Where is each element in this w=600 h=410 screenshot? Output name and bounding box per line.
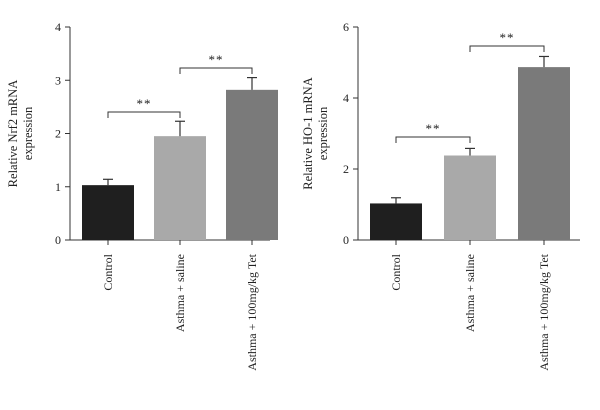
- y-axis-title: Relative HO-1 mRNA: [301, 77, 315, 189]
- significance-bracket: [469, 45, 545, 52]
- y-tick-label: 4: [343, 91, 349, 105]
- significance-label: **: [426, 121, 441, 136]
- bar: [444, 155, 496, 240]
- bar: [370, 203, 422, 240]
- x-tick-label: Asthma + 100mg/kg Tet: [537, 253, 551, 370]
- significance-bracket: [179, 67, 253, 74]
- x-tick-label: Control: [101, 253, 115, 290]
- bar: [82, 185, 134, 240]
- x-tick-label: Asthma + saline: [463, 254, 477, 332]
- significance-label: **: [137, 96, 152, 111]
- x-tick-label: Asthma + saline: [173, 254, 187, 332]
- significance-bracket: [107, 111, 181, 118]
- y-tick-label: 2: [343, 162, 349, 176]
- significance-label: **: [209, 52, 224, 67]
- y-tick-label: 0: [343, 233, 349, 247]
- significance-label: **: [500, 30, 515, 45]
- bar: [518, 67, 570, 241]
- y-tick-label: 3: [55, 73, 61, 87]
- y-tick-label: 4: [55, 20, 61, 34]
- y-axis-title: expression: [316, 106, 330, 160]
- y-tick-label: 0: [55, 233, 61, 247]
- x-tick-label: Control: [389, 253, 403, 290]
- chart-panel-2: 0 2 4 6 Relative HO-1 mRNA expression Control A…: [301, 20, 580, 371]
- y-axis-title: Relative Nrf2 mRNA: [6, 80, 20, 188]
- x-tick-label: Asthma + 100mg/kg Tet: [245, 253, 259, 370]
- y-axis-title: expression: [21, 106, 35, 160]
- y-tick-label: 2: [55, 127, 61, 141]
- significance-bracket: [395, 136, 471, 143]
- chart-panel-1: 0 1 2 3 4 Relative Nrf2 mRNA expression Control…: [6, 20, 278, 371]
- y-tick-label: 1: [55, 180, 61, 194]
- y-tick-label: 6: [343, 20, 349, 34]
- bar: [226, 89, 278, 241]
- bar: [154, 136, 206, 240]
